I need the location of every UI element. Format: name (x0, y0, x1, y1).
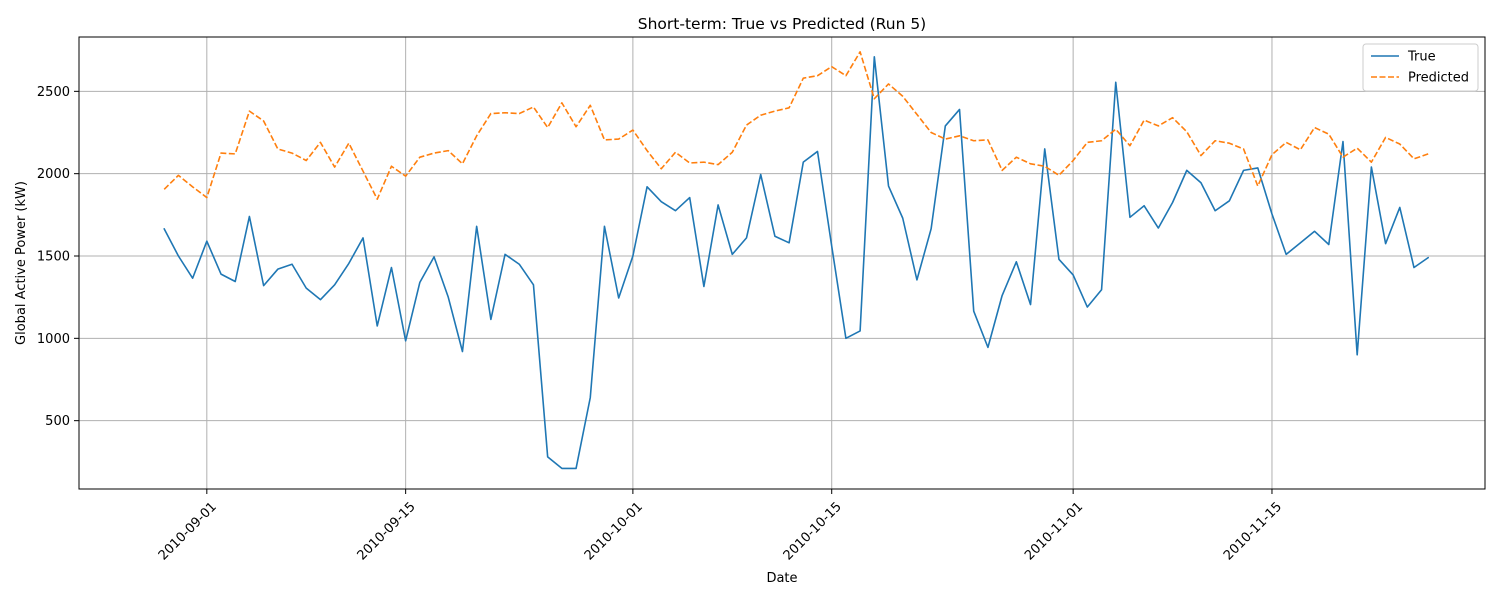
legend: True Predicted (1362, 43, 1479, 92)
x-tick-label: 2010-11-15 (1221, 499, 1285, 563)
plot-frame (78, 36, 1486, 490)
series-lines (163, 51, 1429, 470)
x-tick-label: 2010-09-15 (355, 499, 419, 563)
chart-title: Short-term: True vs Predicted (Run 5) (638, 15, 926, 33)
x-tick-label: 2010-11-01 (1022, 499, 1086, 563)
series-line-true (163, 55, 1429, 470)
legend-label: True (1407, 50, 1436, 65)
x-axis-ticks: 2010-09-01 2010-09-15 2010-10-01 2010-10-15… (156, 489, 1285, 563)
legend-label: Predicted (1408, 71, 1469, 86)
y-tick-label: 2500 (37, 85, 70, 100)
y-axis-title: Global Active Power (kW) (14, 181, 29, 345)
x-axis-title: Date (766, 571, 797, 586)
series-line-predicted (163, 51, 1429, 200)
y-tick-label: 500 (45, 414, 70, 429)
x-tick-label: 2010-09-01 (156, 499, 220, 563)
grid (79, 37, 1485, 489)
x-tick-label: 2010-10-01 (582, 499, 646, 563)
x-tick-label: 2010-10-15 (781, 499, 845, 563)
y-axis-ticks: 500 1000 1500 2000 2500 (37, 85, 79, 429)
y-tick-label: 1500 (37, 250, 70, 265)
y-tick-label: 1000 (37, 332, 70, 347)
y-tick-label: 2000 (37, 167, 70, 182)
